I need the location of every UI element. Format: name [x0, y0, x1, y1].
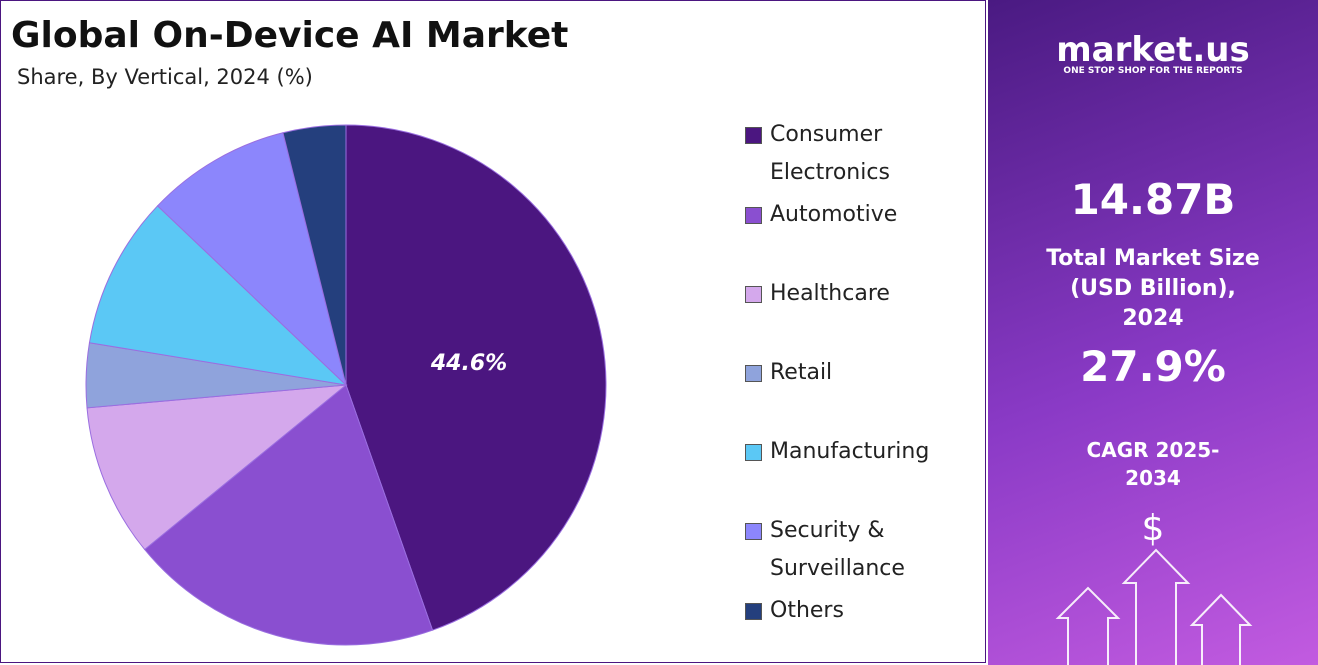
- legend-swatch: [745, 444, 762, 461]
- pie-chart: 44.6%: [85, 124, 607, 646]
- legend-item: Retail: [745, 354, 965, 392]
- brand: market.us: [1056, 30, 1250, 70]
- legend-item: Healthcare: [745, 275, 965, 313]
- legend-item: Manufacturing: [745, 433, 965, 471]
- pie-slice: [86, 384, 348, 551]
- legend-item: Security & Surveillance: [745, 512, 965, 588]
- data-label: 44.6%: [430, 351, 507, 376]
- legend-label: Automotive: [770, 202, 898, 227]
- pie-slice: [88, 205, 348, 386]
- legend-swatch: [745, 603, 762, 620]
- cagr: 27.9%: [1080, 342, 1226, 391]
- legend-label: Retail: [770, 360, 833, 385]
- legend-swatch: [745, 207, 762, 224]
- arrows: [1055, 548, 1253, 665]
- market-size-label: Total Market Size (USD Billion), 2024: [1046, 246, 1260, 331]
- legend-label: Security & Surveillance: [770, 518, 905, 581]
- legend-swatch: [745, 127, 762, 144]
- legend-swatch: [745, 523, 762, 540]
- chart-title: Global On-Device AI Market: [11, 15, 569, 56]
- cagr-label: CAGR 2025-2034: [1086, 438, 1220, 490]
- legend-item: Others: [745, 592, 965, 630]
- legend-item: Consumer Electronics: [745, 116, 965, 192]
- legend-label: Others: [770, 598, 844, 623]
- side-panel: market.us ONE STOP SHOP FOR THE REPORTS …: [988, 0, 1318, 665]
- legend-label: Consumer Electronics: [770, 122, 890, 185]
- legend-item: Automotive: [745, 196, 965, 234]
- pie-slice: [345, 124, 607, 631]
- chart-subtitle: Share, By Vertical, 2024 (%): [17, 65, 313, 89]
- pie-slice: [282, 124, 347, 386]
- market-size: 14.87B: [1070, 175, 1236, 224]
- tagline: ONE STOP SHOP FOR THE REPORTS: [1063, 66, 1243, 76]
- pie-slice: [143, 384, 434, 646]
- pie-slice: [156, 132, 347, 387]
- legend-swatch: [745, 365, 762, 382]
- dollar-icon: $: [1141, 508, 1165, 549]
- legend-swatch: [745, 286, 762, 303]
- chart-panel: Global On-Device AI Market Share, By Ver…: [0, 0, 986, 663]
- legend-label: Healthcare: [770, 281, 890, 306]
- legend-label: Manufacturing: [770, 439, 930, 464]
